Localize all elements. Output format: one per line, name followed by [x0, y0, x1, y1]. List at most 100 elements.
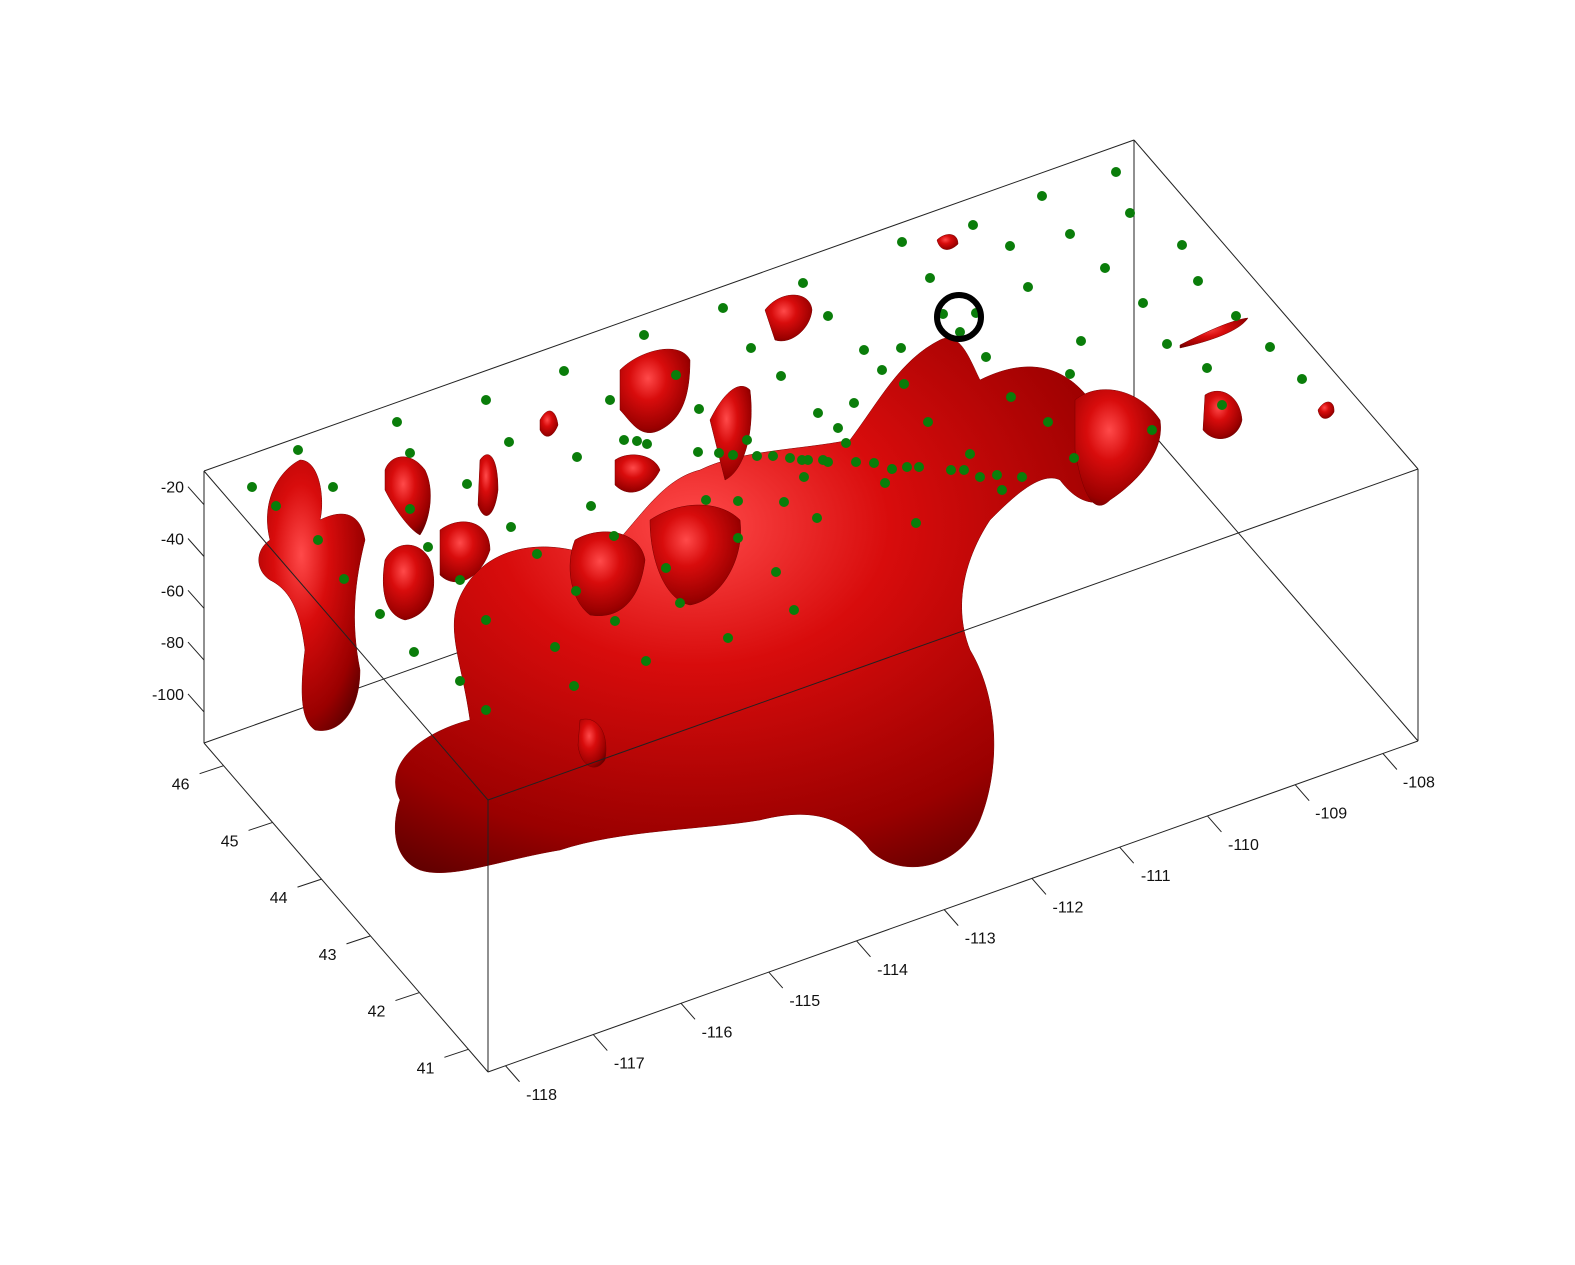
x-tick-label: -117	[614, 1056, 645, 1073]
x-tick-label: -115	[789, 993, 820, 1010]
data-point	[247, 482, 257, 492]
data-point	[610, 616, 620, 626]
data-point	[1111, 167, 1121, 177]
data-point	[851, 457, 861, 467]
data-point	[752, 451, 762, 461]
data-point	[506, 522, 516, 532]
x-tick-label: -111	[1141, 868, 1171, 885]
data-point	[897, 237, 907, 247]
highlight-circle	[934, 292, 984, 342]
data-point	[1202, 363, 1212, 373]
isosurface-blob	[1179, 317, 1249, 349]
y-tick	[297, 878, 322, 888]
data-point	[701, 495, 711, 505]
data-point	[481, 395, 491, 405]
data-point	[642, 439, 652, 449]
isosurface-blob	[764, 294, 813, 342]
data-point	[1162, 339, 1172, 349]
y-tick-label: 46	[172, 777, 190, 794]
x-tick	[943, 909, 959, 926]
isosurface	[258, 234, 1335, 873]
scatter-points	[247, 167, 1307, 715]
data-point	[455, 676, 465, 686]
z-tick	[187, 693, 205, 713]
data-point	[902, 462, 912, 472]
x-tick-label: -114	[877, 962, 908, 979]
x-tick-label: -112	[1053, 899, 1084, 916]
x-tick-label: -118	[526, 1087, 557, 1104]
data-point	[880, 478, 890, 488]
data-point	[841, 438, 851, 448]
y-tick-label: 43	[319, 947, 337, 964]
data-point	[619, 435, 629, 445]
x-tick	[505, 1065, 520, 1083]
data-point	[313, 535, 323, 545]
data-point	[1065, 229, 1075, 239]
y-tick-label: 41	[417, 1060, 435, 1077]
data-point	[328, 482, 338, 492]
box-edge	[203, 139, 1135, 472]
data-point	[779, 497, 789, 507]
x-tick-label: -108	[1403, 774, 1435, 791]
data-point	[481, 705, 491, 715]
axes-box-front	[203, 139, 1419, 1073]
data-point	[896, 343, 906, 353]
data-point	[992, 470, 1002, 480]
x-tick	[1294, 784, 1310, 802]
data-point	[639, 330, 649, 340]
data-point	[423, 542, 433, 552]
data-point	[869, 458, 879, 468]
data-point	[1023, 282, 1033, 292]
data-point	[812, 513, 822, 523]
data-point	[504, 437, 514, 447]
data-point	[1147, 425, 1157, 435]
data-point	[1217, 400, 1227, 410]
isosurface-blob	[439, 521, 491, 583]
data-point	[671, 370, 681, 380]
data-point	[1100, 263, 1110, 273]
data-point	[799, 472, 809, 482]
isosurface-blob	[619, 348, 691, 433]
x-tick-label: -109	[1315, 806, 1347, 823]
y-tick	[248, 821, 273, 831]
isosurface-blob	[1202, 390, 1243, 439]
z-tick-label: -40	[161, 531, 184, 548]
data-point	[559, 366, 569, 376]
data-point	[981, 352, 991, 362]
x-tick-label: -113	[965, 931, 996, 948]
data-point	[694, 404, 704, 414]
data-point	[959, 465, 969, 475]
x-tick	[856, 940, 871, 958]
data-point	[550, 642, 560, 652]
data-point	[569, 681, 579, 691]
data-point	[271, 501, 281, 511]
isosurface-blob	[577, 718, 607, 768]
data-point	[877, 365, 887, 375]
data-point	[1265, 342, 1275, 352]
x-tick	[1207, 815, 1222, 833]
data-point	[714, 448, 724, 458]
data-point	[785, 453, 795, 463]
data-point	[1037, 191, 1047, 201]
data-point	[1138, 298, 1148, 308]
data-point	[728, 450, 738, 460]
box-edge	[203, 470, 489, 801]
x-tick	[680, 1002, 696, 1020]
data-point	[859, 345, 869, 355]
data-point	[1017, 472, 1027, 482]
data-point	[887, 464, 897, 474]
data-point	[675, 598, 685, 608]
data-point	[1005, 241, 1015, 251]
y-tick-label: 45	[221, 833, 239, 850]
data-point	[1297, 374, 1307, 384]
data-point	[771, 567, 781, 577]
data-point	[661, 563, 671, 573]
data-point	[455, 575, 465, 585]
axis-ticks: -118 -117 -116 -115 -114 -113 -112 -111 -110 -109…	[152, 480, 1435, 1104]
z-tick	[187, 641, 205, 661]
z-tick-label: -80	[161, 635, 184, 652]
isosurface-blob	[394, 337, 1143, 873]
data-point	[803, 455, 813, 465]
data-point	[968, 220, 978, 230]
